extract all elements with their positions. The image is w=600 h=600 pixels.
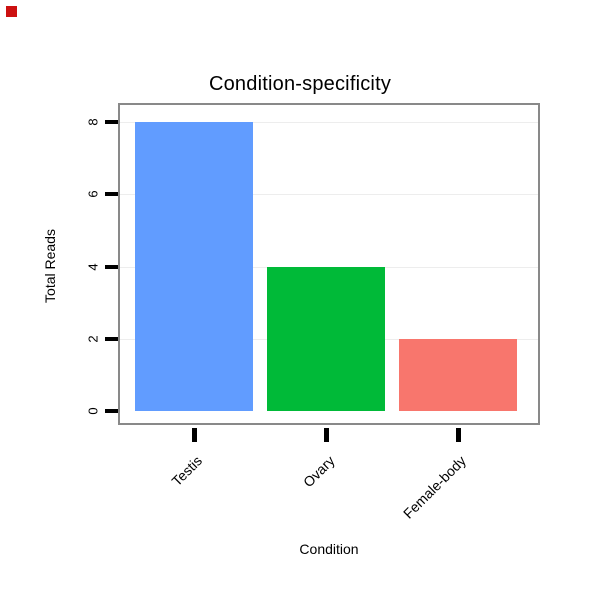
x-tick-label: Testis: [168, 452, 206, 490]
y-tick: [105, 336, 118, 341]
x-tick-label: Ovary: [299, 452, 338, 491]
y-tick: [105, 264, 118, 269]
x-tick-label: Female-body: [400, 452, 470, 522]
y-tick-label: 0: [85, 407, 101, 415]
y-axis-label: Total Reads: [42, 229, 58, 303]
bar-female-body: [399, 338, 517, 411]
y-tick: [105, 409, 118, 413]
gridline: [120, 122, 538, 124]
y-tick-label: 2: [85, 335, 101, 343]
corner-marker: [6, 6, 17, 17]
y-tick-label: 4: [85, 262, 101, 271]
x-tick: [455, 428, 461, 442]
y-tick: [105, 192, 118, 197]
bar-testis: [135, 122, 253, 411]
y-tick-label: 6: [85, 190, 101, 199]
x-tick: [191, 428, 197, 442]
y-tick-label: 8: [85, 118, 101, 126]
bar-ovary: [267, 266, 385, 411]
y-tick: [105, 120, 118, 125]
chart-title: Condition-specificity: [208, 73, 392, 95]
plot-area: [118, 103, 540, 425]
gridline: [120, 194, 538, 196]
x-axis-label: Condition: [299, 541, 359, 557]
x-tick: [323, 428, 329, 442]
